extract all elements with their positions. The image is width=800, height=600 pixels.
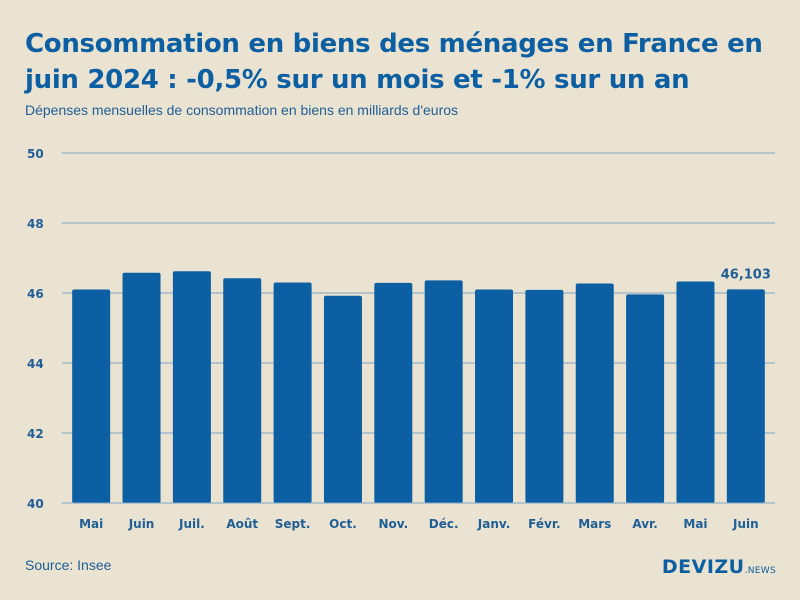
bar <box>223 278 262 503</box>
brand-name: DEVIZU <box>661 556 745 578</box>
source-note: Source: Insee <box>25 557 112 573</box>
bar <box>122 272 161 503</box>
bar <box>676 281 715 503</box>
y-tick-label: 42 <box>27 427 44 441</box>
chart-subtitle: Dépenses mensuelles de consommation en b… <box>25 102 459 118</box>
bar <box>273 282 312 503</box>
bar <box>575 283 614 503</box>
brand-logo: DEVIZU.NEWS <box>662 556 776 578</box>
bar <box>525 289 564 503</box>
x-tick-label: Déc. <box>429 517 459 531</box>
y-tick-label: 50 <box>27 147 44 161</box>
x-tick-label: Nov. <box>378 517 408 531</box>
x-tick-label: Oct. <box>329 517 357 531</box>
bar <box>626 294 665 503</box>
chart-title: Consommation en biens des ménages en Fra… <box>25 29 763 95</box>
x-tick-label: Avr. <box>632 517 657 531</box>
bar <box>374 282 413 503</box>
y-tick-label: 40 <box>27 497 44 511</box>
x-tick-label: Févr. <box>528 517 560 531</box>
data-label: 46,103 <box>721 267 771 282</box>
x-tick-label: Janv. <box>477 517 511 531</box>
brand-suffix: .NEWS <box>744 566 776 576</box>
bar <box>475 289 514 503</box>
x-tick-label: Mai <box>79 517 103 531</box>
bar <box>323 295 362 503</box>
y-tick-label: 46 <box>27 287 44 301</box>
x-tick-label: Juin <box>732 517 759 531</box>
bar <box>172 271 211 503</box>
x-tick-label: Juin <box>128 517 155 531</box>
bar <box>72 289 111 503</box>
x-tick-label: Mars <box>578 517 611 531</box>
y-tick-label: 44 <box>27 357 44 371</box>
x-tick-label: Juil. <box>178 517 205 531</box>
bar <box>424 280 463 503</box>
x-tick-label: Mai <box>683 517 707 531</box>
x-tick-label: Août <box>226 517 258 531</box>
x-tick-label: Sept. <box>275 517 311 531</box>
y-tick-label: 48 <box>27 217 44 231</box>
bar <box>726 289 765 503</box>
